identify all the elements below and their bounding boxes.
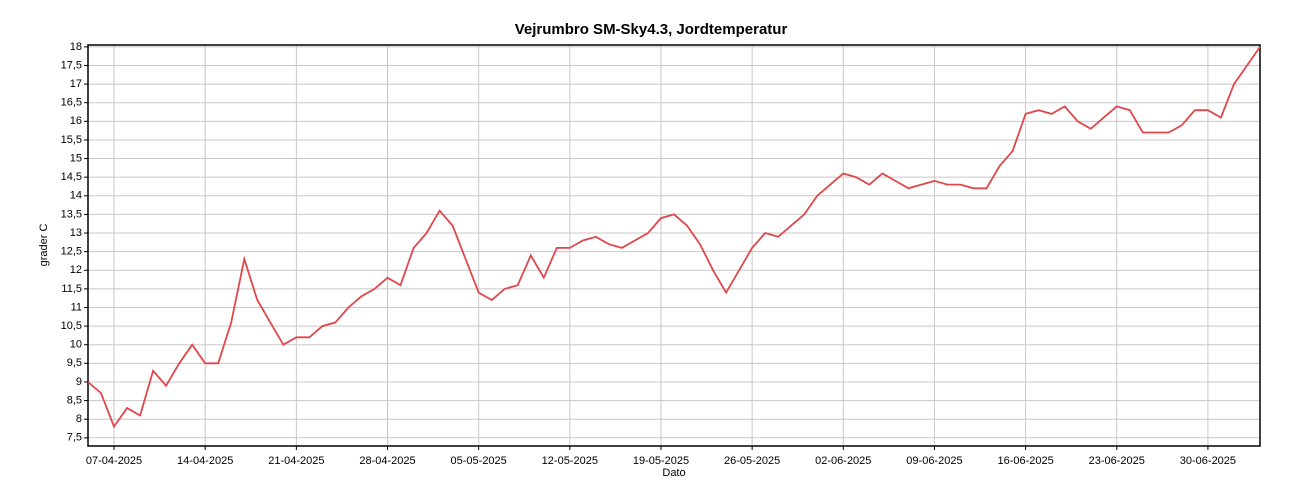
y-tick-label: 15 xyxy=(70,152,82,164)
x-tick-label: 09-06-2025 xyxy=(906,455,962,467)
y-tick-label: 13,5 xyxy=(61,208,82,220)
y-tick-label: 9,5 xyxy=(67,357,82,369)
y-tick-label: 14 xyxy=(70,190,82,202)
x-tick-label: 23-06-2025 xyxy=(1089,455,1145,467)
y-tick-label: 15,5 xyxy=(61,134,82,146)
plot-frame xyxy=(87,44,1261,447)
y-tick-label: 11,5 xyxy=(61,283,82,295)
chart-title: Vejrumbro SM-Sky4.3, Jordtemperatur xyxy=(515,21,788,38)
y-tick-label: 9 xyxy=(76,376,82,388)
x-tick-label: 07-04-2025 xyxy=(86,455,142,467)
y-tick-label: 12 xyxy=(70,264,82,276)
x-tick-label: 16-06-2025 xyxy=(997,455,1053,467)
y-tick-label: 17 xyxy=(70,78,82,90)
x-tick-label: 19-05-2025 xyxy=(633,455,689,467)
data-line xyxy=(87,46,1261,429)
x-tick-label: 26-05-2025 xyxy=(724,455,780,467)
x-tick-label: 30-06-2025 xyxy=(1180,455,1236,467)
x-tick-label: 05-05-2025 xyxy=(451,455,507,467)
y-tick-label: 14,5 xyxy=(61,171,82,183)
x-tick-label: 02-06-2025 xyxy=(815,455,871,467)
y-tick-label: 10 xyxy=(70,339,82,351)
y-tick-label: 17,5 xyxy=(61,59,82,71)
y-tick-label: 16,5 xyxy=(61,97,82,109)
y-tick-label: 12,5 xyxy=(61,246,82,258)
x-axis-label: Dato xyxy=(662,467,685,479)
y-tick-label: 16 xyxy=(70,115,82,127)
y-tick-label: 8 xyxy=(76,413,82,425)
y-axis-label: grader C xyxy=(38,224,50,267)
x-tick-label: 28-04-2025 xyxy=(359,455,415,467)
x-tick-label: 12-05-2025 xyxy=(542,455,598,467)
y-tick-label: 8,5 xyxy=(67,394,82,406)
x-tick-label: 21-04-2025 xyxy=(268,455,324,467)
y-tick-label: 7,5 xyxy=(67,432,82,444)
y-tick-label: 18 xyxy=(70,41,82,53)
y-tick-label: 13 xyxy=(70,227,82,239)
y-tick-label: 10,5 xyxy=(61,320,82,332)
x-tick-label: 14-04-2025 xyxy=(177,455,233,467)
y-tick-label: 11 xyxy=(71,301,82,313)
